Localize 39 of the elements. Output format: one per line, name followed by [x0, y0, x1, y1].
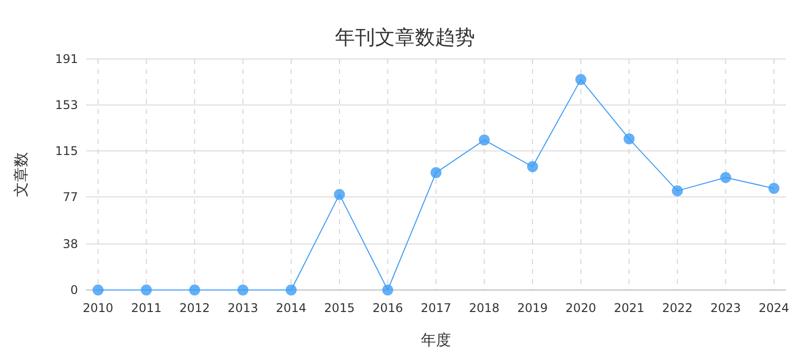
y-tick-label: 115: [55, 144, 78, 158]
point: [478, 134, 490, 146]
x-tick-label: 2019: [517, 301, 548, 315]
chart-title: 年刊文章数趋势: [335, 25, 475, 49]
x-tick-label: 2010: [82, 301, 114, 315]
x-tick-label: 2023: [710, 301, 741, 315]
x-tick-label: 2011: [131, 301, 162, 315]
point: [527, 161, 538, 172]
point: [237, 284, 248, 296]
x-tick-label: 2018: [469, 301, 500, 315]
x-tick-label: 2015: [324, 301, 355, 315]
point: [189, 284, 200, 296]
point: [575, 74, 586, 86]
x-tick-label: 2021: [614, 301, 644, 315]
x-tick-label: 2012: [179, 301, 210, 315]
y-tick-label: 191: [55, 52, 78, 66]
point: [720, 172, 732, 184]
point: [92, 284, 104, 296]
y-tick-label: 77: [62, 190, 78, 204]
x-tick-label: 2013: [228, 301, 258, 315]
point: [768, 182, 780, 194]
point: [430, 167, 442, 178]
x-tick-label: 2020: [566, 301, 596, 315]
point: [624, 133, 635, 144]
x-tick-label: 2016: [372, 301, 403, 315]
point: [140, 284, 152, 296]
point: [286, 284, 297, 296]
point: [672, 185, 683, 196]
x-tick-label: 2022: [662, 301, 693, 315]
y-axis-title: 文章数: [12, 152, 30, 197]
y-tick-label: 153: [55, 98, 78, 112]
point: [334, 188, 345, 200]
x-tick-label: 2014: [276, 301, 306, 315]
x-tick-label: 2017: [420, 301, 452, 315]
point: [382, 284, 394, 296]
y-tick-label: 0: [70, 283, 78, 297]
y-tick-label: 38: [62, 237, 78, 252]
x-axis-title: 年度: [421, 331, 451, 349]
x-tick-label: 2024: [758, 301, 790, 315]
